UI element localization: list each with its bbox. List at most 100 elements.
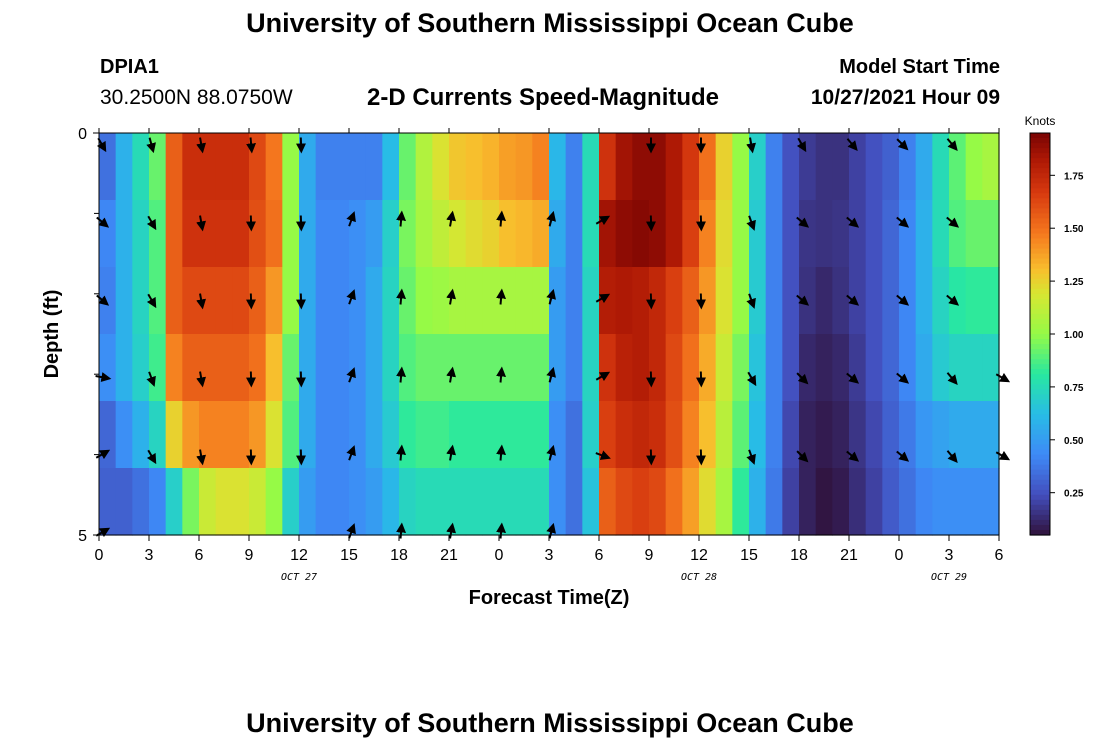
heatmap-cell (515, 334, 533, 402)
heatmap-cell (865, 401, 883, 469)
colorbar-segment (1030, 178, 1050, 184)
heatmap-cell (165, 401, 183, 469)
heatmap-cell (215, 133, 233, 201)
colorbar-segment (1030, 288, 1050, 295)
heatmap-cell (182, 401, 200, 469)
x-tick-label: 3 (545, 547, 554, 564)
heatmap-cell (865, 200, 883, 268)
heatmap-cell (732, 468, 750, 536)
heatmap-cell (732, 200, 750, 268)
heatmap-cell (649, 401, 667, 469)
heatmap-cell (682, 334, 700, 402)
heatmap-cell (665, 267, 683, 335)
heatmap-cell (565, 200, 583, 268)
heatmap-cell (299, 334, 317, 402)
current-arrow (796, 216, 810, 228)
colorbar-segment (1030, 228, 1050, 235)
x-tick-label: 21 (440, 547, 458, 564)
heatmap-cell (882, 200, 900, 268)
heatmap-cell (265, 401, 283, 469)
current-arrow (946, 294, 960, 306)
heatmap-cell (532, 200, 550, 268)
heatmap-cell (949, 401, 967, 469)
heatmap-cell (565, 401, 583, 469)
heatmap-cell (965, 133, 983, 201)
colorbar-segment (1030, 354, 1050, 360)
heatmap-cell (465, 468, 483, 536)
current-arrow (896, 138, 909, 151)
current-arrow (246, 137, 257, 154)
heatmap-cell (532, 334, 550, 402)
heatmap-cell (132, 200, 150, 268)
colorbar-tick-label: 0.50 (1064, 436, 1084, 447)
heatmap-cell (165, 468, 183, 536)
current-arrow (595, 450, 611, 460)
heatmap-cell (499, 468, 517, 536)
colorbar-segment (1030, 308, 1050, 315)
heatmap-cell (149, 468, 167, 536)
heatmap-cell (265, 267, 283, 335)
heatmap-cell (482, 401, 500, 469)
heatmap-cell (899, 401, 917, 469)
y-tick-label: 0 (78, 126, 87, 143)
colorbar-segment (1030, 143, 1050, 149)
heatmap-cell (349, 468, 367, 536)
heatmap-cell (499, 334, 517, 402)
heatmap-cell (749, 401, 767, 469)
y-axis: 05 (78, 126, 99, 545)
heatmap-cell (99, 468, 117, 536)
heatmap-cell (215, 200, 233, 268)
current-arrow (346, 523, 356, 539)
heatmap-cell (465, 200, 483, 268)
heatmap-cell (149, 334, 167, 402)
heatmap-cell (232, 200, 250, 268)
colorbar-segment (1030, 524, 1050, 531)
heatmap-cell (115, 334, 133, 402)
colorbar-segment (1030, 429, 1050, 436)
current-arrow (396, 522, 407, 539)
heatmap-cell (665, 334, 683, 402)
x-axis-label: Forecast Time(Z) (469, 587, 630, 609)
heatmap-cell (482, 334, 500, 402)
heatmap-cell (99, 401, 117, 469)
heatmap-cell (315, 200, 333, 268)
colorbar-segment (1030, 173, 1050, 179)
heatmap-cell (215, 267, 233, 335)
heatmap-cell (165, 267, 183, 335)
heatmap-cell (632, 133, 650, 201)
colorbar-segment (1030, 404, 1050, 410)
heatmap-cell (882, 401, 900, 469)
colorbar-segment (1030, 494, 1050, 501)
current-arrow (546, 444, 556, 461)
heatmap-cell (865, 468, 883, 536)
heatmap-cell (982, 468, 1000, 536)
colorbar-segment (1030, 514, 1050, 521)
heatmap-cell (749, 267, 767, 335)
heatmap-cell (832, 133, 850, 201)
heatmap-cell (715, 133, 733, 201)
heatmap-cell (615, 200, 633, 268)
date-label: OCT 28 (681, 572, 717, 583)
plot-title: 2-D Currents Speed-Magnitude (367, 84, 720, 111)
heatmap-cell (232, 267, 250, 335)
heatmap-cell (699, 267, 717, 335)
colorbar-segment (1030, 364, 1050, 370)
heatmap-cell (949, 468, 967, 536)
current-arrow (196, 293, 207, 310)
heatmap-cell (632, 334, 650, 402)
heatmap-cell (232, 133, 250, 201)
current-arrow (196, 449, 207, 466)
heatmap-cell (849, 401, 867, 469)
heatmap-cell (132, 334, 150, 402)
heatmap-cell (582, 468, 600, 536)
heatmap-cell (449, 334, 467, 402)
heatmap-cell (815, 401, 833, 469)
heatmap-cell (932, 267, 950, 335)
colorbar-segment (1030, 464, 1050, 471)
heatmap-cell (365, 133, 383, 201)
heatmap-cell (649, 334, 667, 402)
heatmap-cell (115, 133, 133, 201)
heatmap-cell (765, 200, 783, 268)
colorbar-segment (1030, 323, 1050, 330)
colorbar-segment (1030, 529, 1050, 536)
